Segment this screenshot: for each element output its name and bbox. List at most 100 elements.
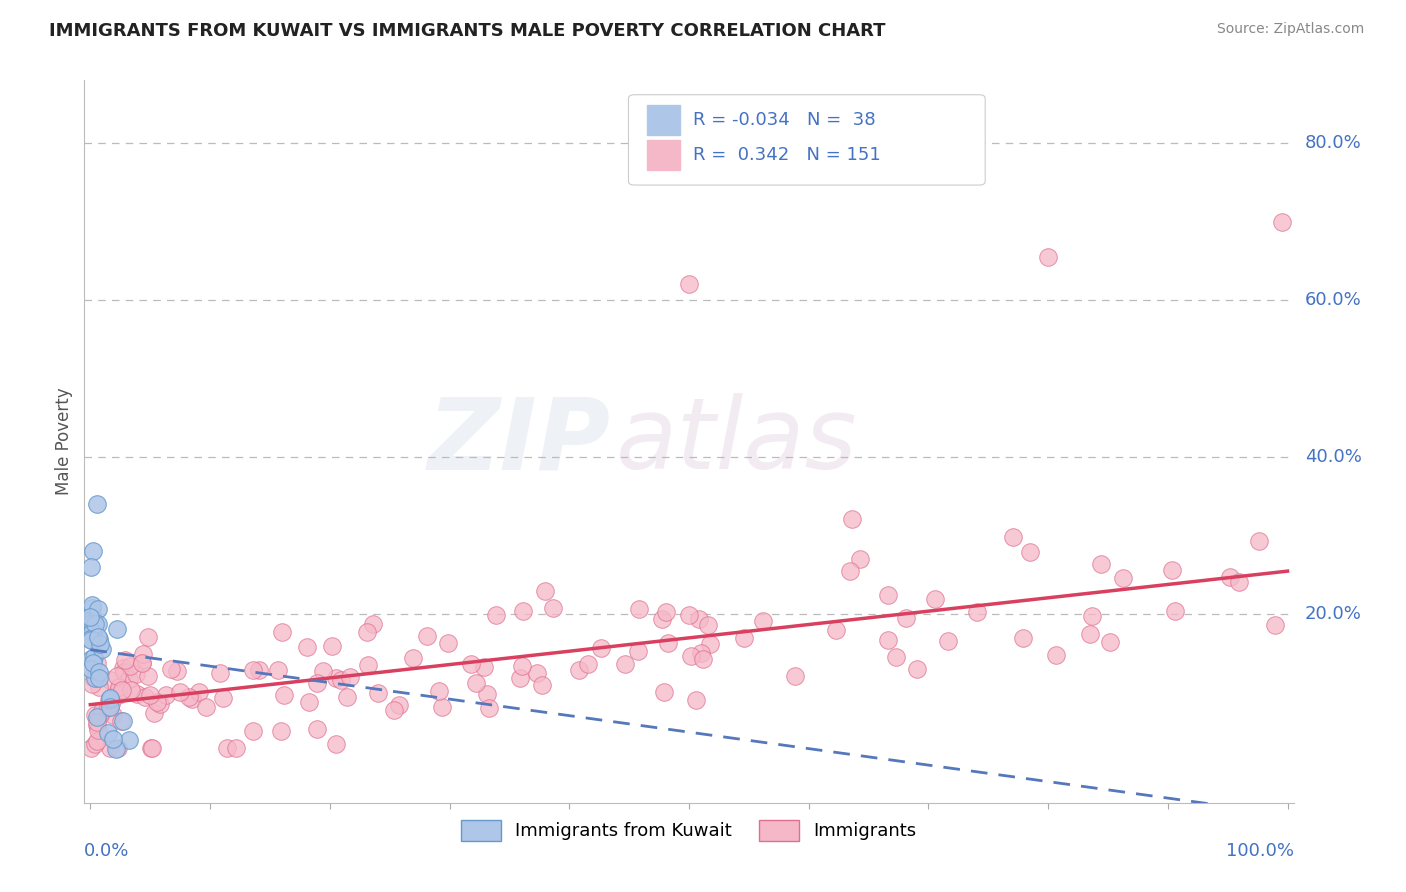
Point xyxy=(98,700,121,714)
Point xyxy=(160,662,183,676)
Point xyxy=(127,687,149,701)
Text: 0.0%: 0.0% xyxy=(84,842,129,860)
FancyBboxPatch shape xyxy=(628,95,986,185)
Point xyxy=(273,688,295,702)
Point xyxy=(367,686,389,700)
Point xyxy=(107,688,129,702)
Point xyxy=(312,664,335,678)
Point xyxy=(382,703,405,717)
Point xyxy=(330,673,353,687)
Point xyxy=(824,623,846,637)
Point xyxy=(225,740,247,755)
Point xyxy=(437,636,460,650)
Point xyxy=(79,740,101,755)
Point xyxy=(80,676,103,690)
Bar xyxy=(647,139,681,169)
Point xyxy=(905,661,928,675)
Point xyxy=(86,718,108,732)
Point xyxy=(138,668,160,682)
Point xyxy=(84,707,107,722)
Point xyxy=(1270,214,1292,228)
Point xyxy=(87,632,110,647)
Point xyxy=(101,732,124,747)
Point xyxy=(101,707,124,722)
Point xyxy=(155,689,177,703)
Point xyxy=(82,599,104,613)
Point xyxy=(82,625,104,640)
Point xyxy=(111,683,134,698)
Point xyxy=(91,641,114,656)
Point xyxy=(118,658,141,673)
Text: R =  0.342   N = 151: R = 0.342 N = 151 xyxy=(693,145,880,164)
Point xyxy=(270,723,292,738)
Point xyxy=(427,684,450,698)
Point xyxy=(416,629,439,643)
Point xyxy=(80,560,103,574)
Point xyxy=(325,671,347,685)
Point xyxy=(305,722,328,736)
Point xyxy=(141,740,163,755)
Point xyxy=(79,632,101,647)
Legend: Immigrants from Kuwait, Immigrants: Immigrants from Kuwait, Immigrants xyxy=(454,813,924,848)
Point xyxy=(1264,618,1286,632)
Point xyxy=(657,636,679,650)
Point xyxy=(339,670,361,684)
Point xyxy=(112,661,135,675)
Point xyxy=(194,699,217,714)
Point xyxy=(1019,545,1042,559)
Point xyxy=(628,602,651,616)
Point xyxy=(89,680,111,694)
Point xyxy=(136,630,159,644)
Point xyxy=(541,600,564,615)
Point xyxy=(107,740,129,755)
Point xyxy=(357,657,380,672)
Text: 80.0%: 80.0% xyxy=(1305,134,1361,153)
Point xyxy=(478,701,501,715)
Point xyxy=(79,633,101,648)
Point xyxy=(849,552,872,566)
Point xyxy=(98,693,121,707)
Point xyxy=(98,691,121,706)
Point xyxy=(652,684,675,698)
Point xyxy=(112,665,135,680)
Point xyxy=(460,657,482,672)
Point xyxy=(690,646,713,660)
Point xyxy=(105,622,128,636)
Point xyxy=(472,659,495,673)
Point xyxy=(1247,534,1270,549)
Point xyxy=(212,690,235,705)
Point xyxy=(509,671,531,685)
Point xyxy=(80,616,103,631)
Point xyxy=(966,605,988,619)
Point xyxy=(356,625,378,640)
Point xyxy=(321,639,343,653)
Point xyxy=(297,640,319,655)
Point xyxy=(1111,571,1133,585)
Point xyxy=(877,588,900,602)
Point xyxy=(692,652,714,666)
Point xyxy=(838,564,860,578)
Point xyxy=(783,669,806,683)
Point xyxy=(82,544,104,558)
Point xyxy=(464,676,486,690)
Point xyxy=(512,604,534,618)
Point xyxy=(267,664,290,678)
Point xyxy=(86,733,108,747)
Point xyxy=(936,634,959,648)
Point xyxy=(876,632,898,647)
Point xyxy=(105,668,128,682)
Point xyxy=(1045,648,1067,662)
Point xyxy=(100,691,122,706)
Point xyxy=(242,663,264,677)
Point xyxy=(100,673,122,687)
Point xyxy=(89,665,111,680)
Point xyxy=(80,651,103,665)
Point xyxy=(142,706,165,721)
Point xyxy=(87,616,110,631)
Point xyxy=(181,692,204,706)
Point xyxy=(388,698,411,713)
Point xyxy=(651,612,673,626)
Point xyxy=(613,657,636,671)
Point xyxy=(89,637,111,651)
Point xyxy=(84,737,107,751)
